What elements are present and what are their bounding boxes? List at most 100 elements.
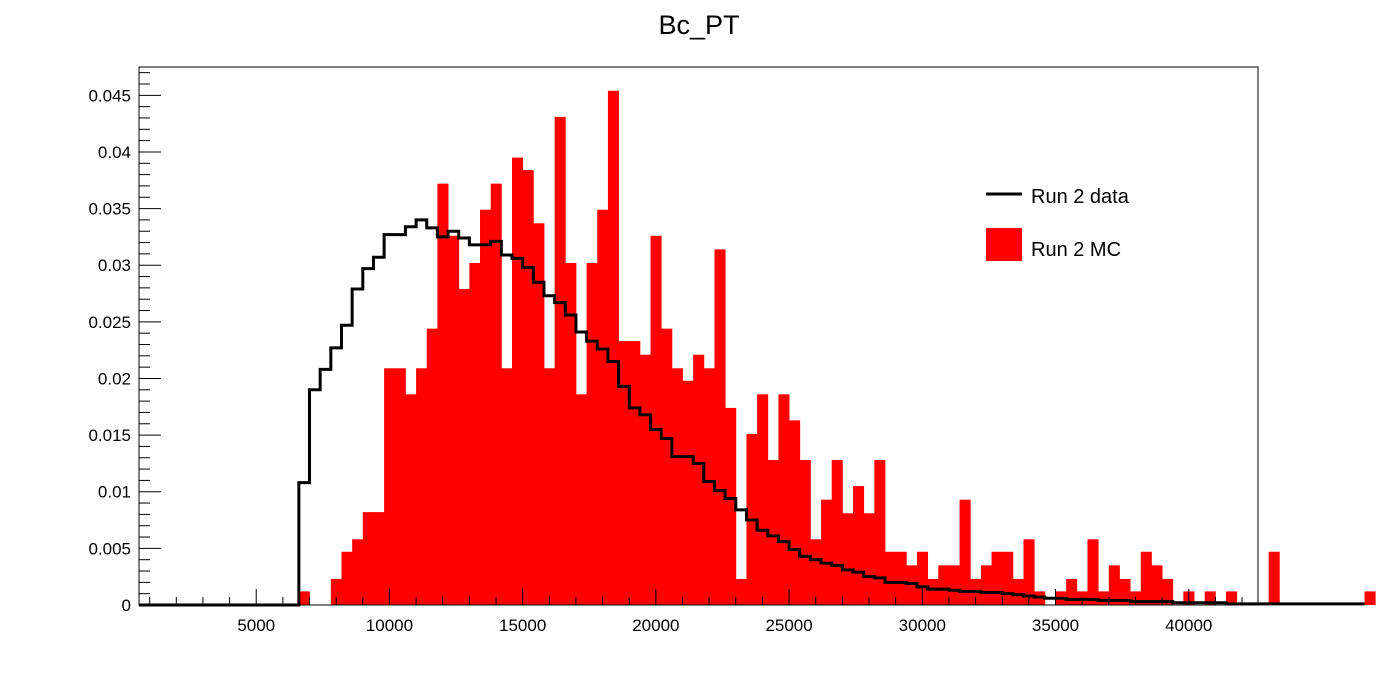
mc-bar: [714, 249, 726, 605]
mc-bar: [405, 394, 417, 605]
y-tick-label: 0: [122, 596, 131, 615]
mc-bar: [735, 578, 747, 605]
x-tick-label: 40000: [1165, 616, 1212, 635]
mc-bar: [362, 512, 374, 605]
mc-bar: [480, 209, 492, 605]
mc-bar: [448, 235, 460, 605]
x-tick-label: 30000: [899, 616, 946, 635]
mc-bar: [842, 513, 854, 605]
mc-bar: [980, 565, 992, 605]
mc-bar: [1140, 551, 1152, 605]
mc-bar: [863, 513, 875, 605]
x-tick-label: 10000: [366, 616, 413, 635]
mc-bar: [298, 591, 310, 605]
mc-bar: [853, 486, 865, 605]
x-tick-label: 35000: [1032, 616, 1079, 635]
mc-bar: [906, 565, 918, 605]
mc-bar: [597, 209, 609, 605]
mc-bar: [885, 551, 897, 605]
mc-bar: [1226, 591, 1238, 605]
mc-bar: [661, 328, 673, 605]
mc-bar: [1098, 591, 1110, 605]
x-tick-label: 20000: [632, 616, 679, 635]
mc-bar: [671, 368, 683, 605]
mc-bar: [533, 223, 545, 606]
x-tick-label: 25000: [765, 616, 812, 635]
mc-bar: [1119, 578, 1131, 605]
mc-bar: [682, 380, 694, 605]
mc-bar: [330, 578, 342, 605]
mc-bar: [490, 183, 502, 605]
mc-bar: [1087, 539, 1099, 605]
mc-bar: [1151, 565, 1163, 605]
mc-bar: [874, 460, 886, 605]
y-tick-label: 0.045: [88, 86, 131, 105]
mc-bar: [959, 499, 971, 605]
mc-bar: [373, 512, 385, 605]
mc-bar: [821, 499, 833, 605]
y-tick-label: 0.035: [88, 200, 131, 219]
mc-bar: [458, 289, 470, 605]
mc-bar: [543, 368, 556, 605]
mc-bar: [778, 394, 790, 605]
data-step-line: [139, 218, 1365, 607]
mc-bar: [948, 565, 960, 605]
mc-bar: [629, 341, 641, 605]
mc-bar: [703, 368, 715, 605]
mc-bar: [352, 539, 364, 605]
mc-bar: [394, 368, 406, 605]
mc-bar: [1364, 591, 1376, 605]
mc-bar: [1012, 578, 1024, 605]
mc-bar: [693, 354, 705, 605]
mc-bar: [799, 460, 811, 605]
data-step-path: [139, 218, 1365, 607]
mc-bar: [810, 539, 822, 605]
mc-bar: [554, 116, 566, 605]
mc-bar: [426, 328, 438, 605]
mc-bar: [522, 170, 534, 605]
mc-bar: [512, 157, 524, 606]
mc-bar: [437, 183, 449, 605]
y-tick-label: 0.02: [98, 369, 131, 388]
y-axis: 0 0.005 0.01 0.015 0.02 0.025 0.03 0.035 0.04 0.0…: [88, 72, 161, 615]
mc-bar: [565, 262, 577, 605]
legend-data-label: Run 2 data: [1031, 186, 1130, 208]
mc-bar: [831, 460, 843, 605]
mc-bar: [416, 368, 428, 605]
mc-bar: [586, 262, 598, 605]
y-tick-label: 0.03: [98, 256, 131, 275]
legend-mc-label: Run 2 MC: [1031, 239, 1121, 261]
mc-bar: [639, 354, 651, 605]
mc-bar: [384, 368, 396, 605]
mc-bar: [757, 394, 769, 605]
mc-bar: [789, 420, 801, 605]
mc-bar: [1002, 551, 1014, 605]
mc-bar: [895, 551, 907, 605]
mc-bar: [938, 565, 950, 605]
mc-bar: [927, 578, 939, 605]
mc-bar: [1108, 565, 1120, 605]
mc-bar: [1066, 578, 1078, 605]
mc-bar: [1204, 591, 1216, 605]
x-axis: 5000 10000 15000 20000 25000 30000 35000 40000: [149, 589, 1243, 635]
mc-bar: [1162, 578, 1174, 605]
y-tick-label: 0.005: [88, 539, 131, 558]
mc-bar: [916, 551, 929, 605]
y-tick-label: 0.04: [98, 143, 131, 162]
mc-bar: [469, 262, 481, 605]
mc-bar: [1268, 551, 1280, 605]
mc-bar: [501, 368, 513, 605]
plot-frame: [138, 66, 1259, 606]
mc-bar: [991, 551, 1003, 605]
mc-bar: [767, 460, 779, 605]
mc-bar: [341, 551, 353, 605]
y-tick-label: 0.025: [88, 313, 131, 332]
x-tick-label: 15000: [499, 616, 546, 635]
mc-bars: [298, 90, 1376, 606]
y-tick-label: 0.015: [88, 426, 131, 445]
mc-bar: [618, 341, 630, 605]
legend-mc-swatch: [986, 228, 1022, 261]
mc-bar: [607, 90, 619, 606]
legend: Run 2 data Run 2 MC: [986, 186, 1130, 261]
